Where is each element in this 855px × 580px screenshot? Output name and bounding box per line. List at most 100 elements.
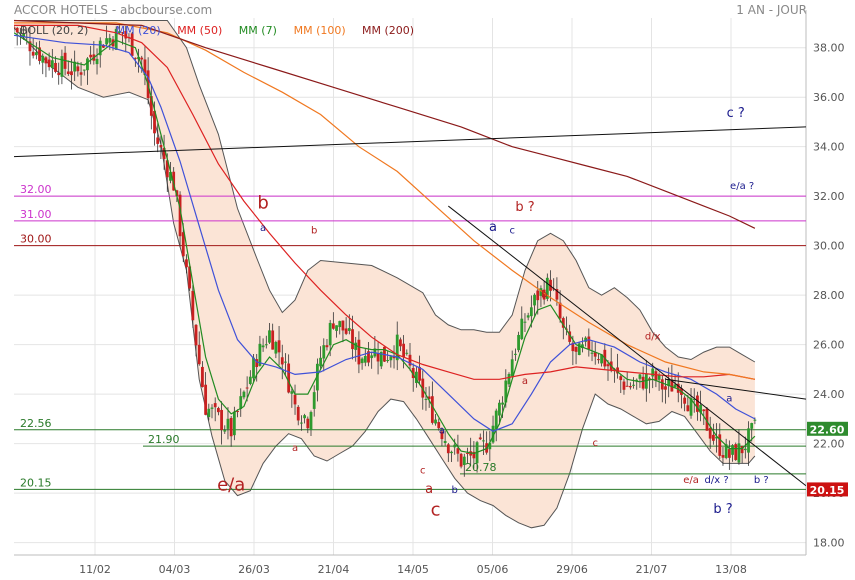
price-tag-box: [807, 482, 848, 497]
trend-line: [665, 378, 806, 400]
candle-body: [632, 384, 635, 386]
candle-body: [213, 403, 217, 408]
candle-body: [561, 318, 565, 328]
x-tick-label: 29/06: [556, 563, 588, 576]
candle-body: [121, 32, 124, 34]
candle-body: [57, 72, 61, 76]
wave-label: a: [292, 443, 298, 454]
candle-body: [153, 110, 156, 134]
candle-body: [482, 440, 485, 442]
candle-body: [82, 69, 86, 71]
candle-body: [38, 47, 41, 61]
candle-body: [638, 374, 642, 379]
candle-body: [657, 374, 661, 380]
candle-body: [14, 27, 16, 29]
x-tick-label: 14/05: [397, 563, 429, 576]
candle-body: [507, 374, 511, 385]
candle-body: [593, 352, 597, 357]
level-label: 20.15: [20, 476, 52, 489]
wave-label: a: [425, 482, 433, 497]
candle-body: [15, 28, 19, 33]
wave-label: b ?: [713, 502, 732, 517]
wave-label: c: [420, 465, 426, 476]
candle-body: [194, 324, 198, 346]
legend-entry: MM (7): [239, 24, 277, 37]
wave-label: c: [431, 499, 441, 520]
candle-body: [427, 396, 431, 400]
bollinger-lower-line: [14, 27, 756, 529]
y-tick-label: 24.00: [813, 388, 845, 401]
candle-body: [248, 376, 252, 384]
series-line: [14, 22, 756, 380]
candle-body: [335, 325, 338, 331]
candle-body: [648, 378, 651, 380]
candle-body: [686, 405, 690, 412]
candle-body: [641, 376, 645, 389]
candle-body: [491, 425, 495, 443]
legend-entry: BOLL (20, 2): [20, 24, 88, 37]
candle-body: [549, 279, 552, 291]
level-label: 22.56: [20, 417, 52, 430]
candle-body: [539, 288, 543, 296]
bollinger-upper-line: [14, 20, 756, 363]
candle-body: [133, 57, 137, 59]
candle-body: [459, 453, 463, 467]
candle-body: [245, 387, 249, 389]
x-tick-label: 05/06: [477, 563, 509, 576]
candle-body: [367, 351, 370, 363]
candle-body: [600, 354, 604, 364]
candle-body: [149, 96, 153, 116]
candle-body: [188, 266, 192, 289]
candle-body: [255, 359, 259, 368]
candle-body: [501, 402, 505, 405]
candle-body: [731, 445, 734, 455]
candle-body: [536, 290, 540, 301]
price-tag: 22.60: [810, 423, 845, 436]
candle-body: [581, 344, 584, 349]
candle-body: [140, 57, 144, 60]
wave-label: b: [311, 225, 317, 236]
wave-label: b: [257, 193, 268, 214]
level-label: 20.78: [465, 461, 497, 474]
candle-body: [660, 379, 664, 390]
y-tick-label: 38.00: [813, 42, 845, 55]
candle-body: [143, 59, 147, 76]
candle-body: [370, 355, 374, 359]
candle-body: [724, 444, 728, 459]
candle-body: [504, 380, 508, 403]
candle-body: [268, 330, 271, 343]
candle-body: [446, 444, 450, 454]
wave-label: b: [541, 290, 547, 301]
candle-body: [689, 397, 693, 416]
candle-body: [424, 398, 428, 400]
candle-body: [555, 289, 559, 300]
candle-body: [494, 410, 498, 430]
candle-body: [456, 448, 460, 454]
wave-label: d/x ?: [705, 475, 729, 486]
candle-body: [328, 322, 332, 346]
candle-body: [376, 353, 380, 362]
candle-body: [434, 419, 437, 424]
wave-label: c ?: [727, 106, 745, 121]
candle-body: [590, 352, 594, 354]
candle-body: [60, 56, 64, 77]
candle-body: [466, 452, 469, 454]
candle-body: [79, 72, 83, 75]
y-tick-label: 30.00: [813, 240, 845, 253]
x-tick-label: 04/03: [159, 563, 191, 576]
candle-body: [753, 419, 757, 421]
candle-body: [670, 379, 674, 392]
candle-body: [197, 344, 201, 365]
candle-body: [711, 434, 715, 441]
candle-body: [191, 290, 195, 321]
candle-body: [28, 41, 32, 52]
x-tick-label: 21/07: [636, 563, 668, 576]
candle-body: [236, 411, 239, 413]
wave-label: b: [452, 485, 458, 496]
candle-body: [692, 398, 696, 400]
candle-body: [347, 328, 351, 331]
candle-body: [54, 62, 57, 72]
candle-body: [105, 38, 109, 45]
candle-body: [750, 423, 754, 429]
